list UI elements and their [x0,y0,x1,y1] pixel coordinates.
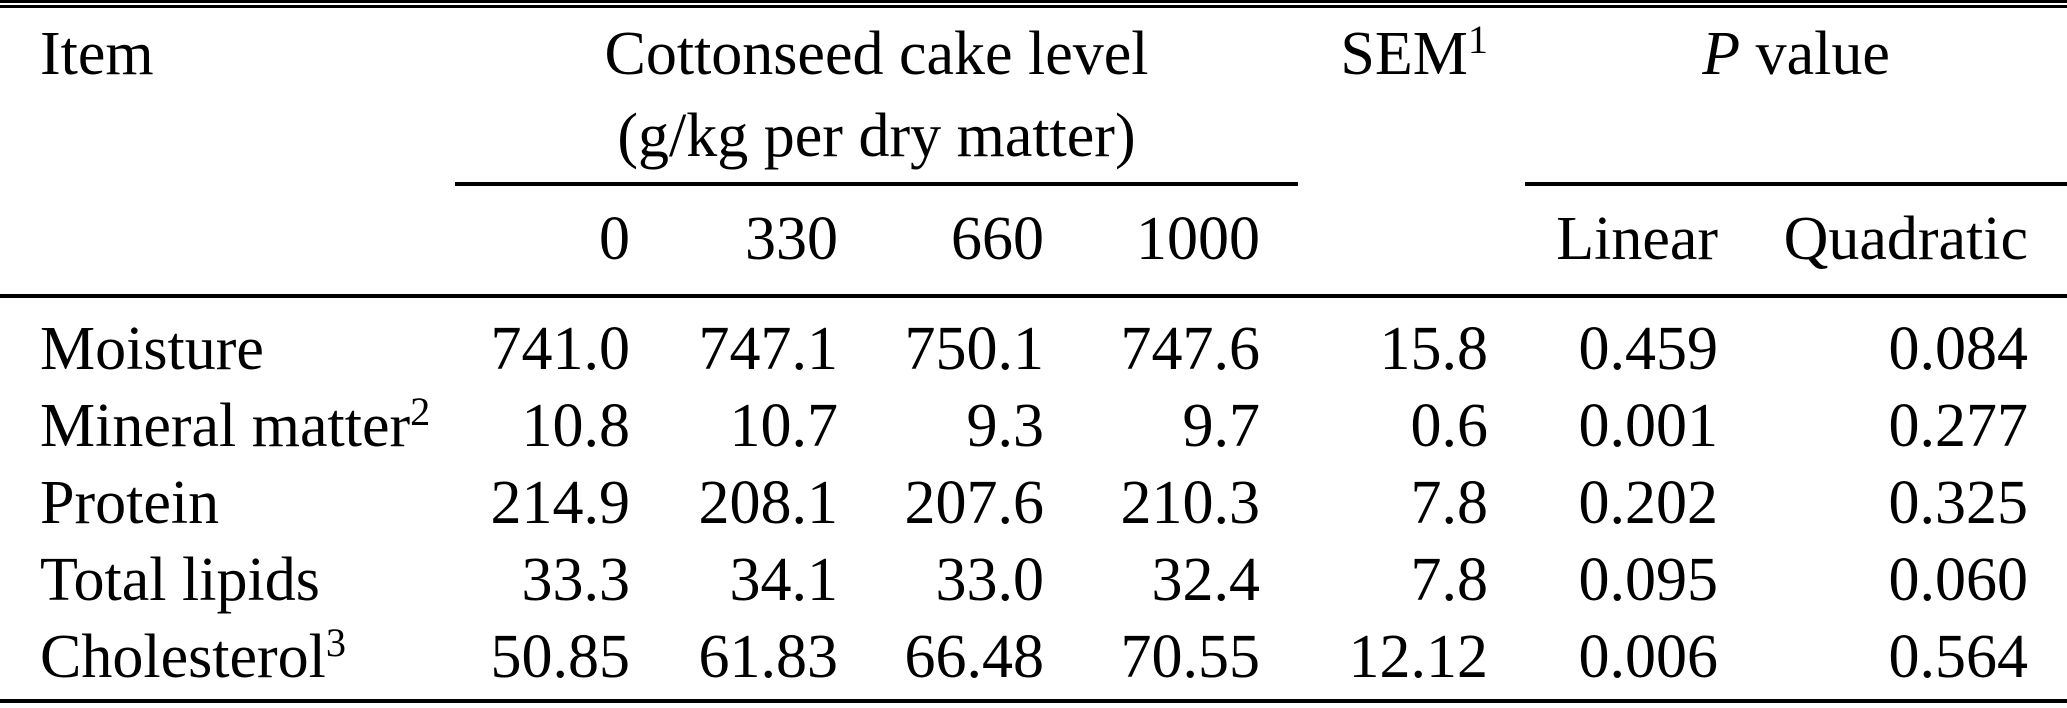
value-cell: 747.6 [1120,315,1261,383]
table-body: Moisture 741.0 747.1 750.1 747.6 15.8 0.… [0,296,2067,696]
value-cell: 210.3 [1120,469,1261,537]
pvalue-spanner-rule [1525,182,2067,186]
column-header-sem: SEM1 [1298,8,1489,298]
nutrient-composition-table: Item Cottonseed cake level (g/kg per dry… [0,8,2067,696]
table-row-moisture: Moisture 741.0 747.1 750.1 747.6 15.8 0.… [0,296,2067,388]
pvalue-linear-cell: 0.202 [1578,469,1719,537]
sem-header-label: SEM [1340,20,1468,88]
row-label: Protein [40,469,220,537]
table-top-rule [0,0,2067,8]
value-cell: 33.3 [521,546,631,614]
column-group-cottonseed: Cottonseed cake level (g/kg per dry matt… [455,8,1299,186]
pvalue-linear-cell: 0.459 [1578,315,1719,383]
pvalue-header-rest: value [1740,20,1890,88]
sem-cell: 7.8 [1410,469,1489,537]
level-header-0: 0 [455,186,630,298]
pvalue-linear-cell: 0.006 [1578,623,1719,691]
sem-cell: 0.6 [1410,392,1489,460]
sem-cell: 7.8 [1410,546,1489,614]
value-cell: 61.83 [698,623,839,691]
pvalue-quadratic-cell: 0.277 [1888,392,2029,460]
value-cell: 207.6 [904,469,1045,537]
level-header-660: 660 [838,186,1044,298]
row-label: Mineral matter2 [40,389,431,460]
cottonseed-spanner-rule [455,182,1299,186]
pvalue-linear-cell: 0.095 [1578,546,1719,614]
sem-footnote-marker: 1 [1467,17,1489,63]
pvalue-quadratic-cell: 0.084 [1888,315,2029,383]
value-cell: 9.3 [966,392,1045,460]
row-label: Moisture [40,315,264,383]
value-cell: 50.85 [490,623,631,691]
table-row-mineral-matter: Mineral matter2 10.8 10.7 9.3 9.7 0.6 0.… [0,388,2067,465]
value-cell: 208.1 [698,469,839,537]
value-cell: 32.4 [1151,546,1261,614]
value-cell: 33.0 [935,546,1045,614]
value-cell: 10.8 [521,392,631,460]
group-header-line2: (g/kg per dry matter) [617,102,1136,170]
value-cell: 214.9 [490,469,631,537]
pvalue-header-linear: Linear [1488,186,1721,298]
level-header-330: 330 [630,186,838,298]
value-cell: 9.7 [1182,392,1261,460]
row-label: Cholesterol3 [40,620,346,691]
row-label: Total lipids [40,546,320,614]
value-cell: 750.1 [904,315,1045,383]
table-header: Item Cottonseed cake level (g/kg per dry… [0,8,2067,298]
table-row-protein: Protein 214.9 208.1 207.6 210.3 7.8 0.20… [0,465,2067,542]
row-footnote-marker: 3 [325,620,346,666]
item-header-label: Item [40,20,154,88]
sem-cell: 15.8 [1379,315,1489,383]
table-row-cholesterol: Cholesterol3 50.85 61.83 66.48 70.55 12.… [0,619,2067,696]
pvalue-linear-cell: 0.001 [1578,392,1719,460]
row-footnote-marker: 2 [410,389,431,435]
table-bottom-rule [0,699,2067,703]
column-group-pvalue: P value [1488,8,2067,186]
level-header-1000: 1000 [1044,186,1299,298]
value-cell: 741.0 [490,315,631,383]
value-cell: 70.55 [1120,623,1261,691]
value-cell: 34.1 [729,546,839,614]
value-cell: 66.48 [904,623,1045,691]
table-row-total-lipids: Total lipids 33.3 34.1 33.0 32.4 7.8 0.0… [0,542,2067,619]
pvalue-header-quadratic: Quadratic [1720,186,2067,298]
pvalue-quadratic-cell: 0.325 [1888,469,2029,537]
value-cell: 10.7 [729,392,839,460]
pvalue-quadratic-cell: 0.060 [1888,546,2029,614]
pvalue-quadratic-cell: 0.564 [1888,623,2029,691]
column-header-item: Item [0,8,455,298]
sem-cell: 12.12 [1348,623,1489,691]
group-header-line1: Cottonseed cake level [604,20,1149,88]
pvalue-header-italic-p: P [1702,20,1741,88]
value-cell: 747.1 [698,315,839,383]
